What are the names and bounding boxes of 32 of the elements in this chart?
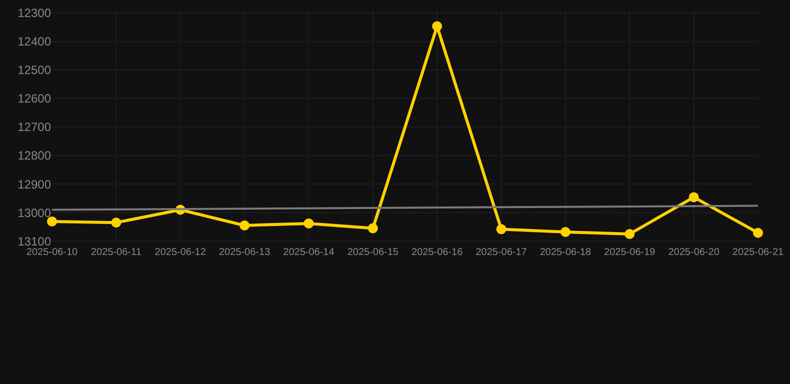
point: [47, 216, 57, 226]
x-tick-label: 2025-06-15: [347, 247, 399, 258]
x-tick-label: 2025-06-18: [540, 247, 592, 258]
x-tick-label: 2025-06-19: [604, 247, 656, 258]
y-tick-label: 12900: [18, 177, 52, 192]
y-tick-label: 12600: [18, 92, 52, 106]
y-tick-label: 12700: [18, 120, 52, 134]
x-tick-label: 2025-06-12: [154, 247, 206, 258]
y-tick-label: 12400: [18, 34, 52, 49]
x-tick-label: 2025-06-16: [412, 247, 464, 258]
y-tick-label: 13100: [18, 234, 52, 248]
y-tick-label: 12800: [18, 148, 52, 163]
x-tick-label: 2025-06-11: [90, 247, 142, 258]
point: [753, 228, 763, 238]
y-tick-label: 12500: [18, 63, 52, 78]
y-tick-label: 13000: [18, 206, 52, 220]
point: [368, 223, 378, 234]
x-tick-label: 2025-06-21: [732, 247, 784, 258]
x-tick-label: 2025-06-14: [283, 247, 335, 258]
x-tick-label: 2025-06-17: [476, 247, 528, 258]
point: [240, 220, 250, 230]
point: [304, 218, 314, 228]
x-tick-label: 2025-06-20: [668, 247, 720, 258]
x-tick-label: 2025-06-10: [26, 247, 78, 258]
point: [111, 218, 122, 228]
y-tick-label: 12300: [18, 6, 52, 20]
point: [432, 21, 442, 32]
point: [560, 227, 570, 238]
point: [688, 192, 699, 202]
x-tick-label: 2025-06-13: [218, 247, 271, 258]
point: [496, 224, 506, 234]
point: [624, 229, 635, 240]
